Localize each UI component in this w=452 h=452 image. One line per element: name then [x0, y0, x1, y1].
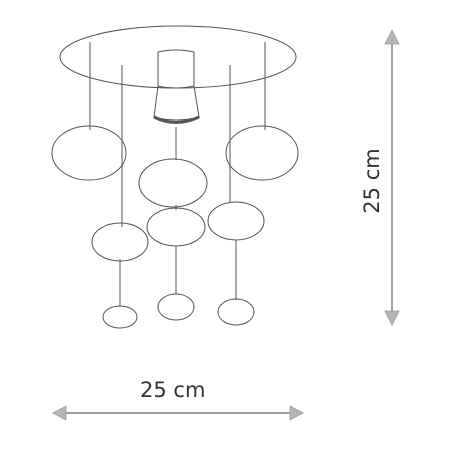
globe-center-middle [146, 207, 206, 247]
height-dimension-line [384, 29, 400, 326]
globe-center-upper [138, 158, 208, 208]
globe-small-center [157, 293, 195, 321]
center-spot-ring [157, 85, 195, 89]
globe-mid-right [207, 201, 265, 241]
globe-large-left [51, 125, 127, 181]
height-dimension-label: 25 cm [360, 148, 384, 214]
center-spot-body [153, 49, 200, 121]
center-spot-bottom [153, 115, 200, 124]
ceiling-canopy [59, 25, 297, 89]
globe-mid-left [91, 222, 149, 262]
arrowhead-left-icon [52, 405, 67, 421]
arrowhead-right-icon [289, 405, 304, 421]
width-dimension-label: 25 cm [140, 378, 206, 402]
arrowhead-top-icon [384, 29, 400, 45]
globe-small-left [102, 305, 138, 329]
globe-small-right [217, 298, 255, 326]
globe-large-right [225, 125, 299, 181]
arrowhead-bottom-icon [384, 310, 400, 326]
width-dimension-line [52, 405, 304, 421]
